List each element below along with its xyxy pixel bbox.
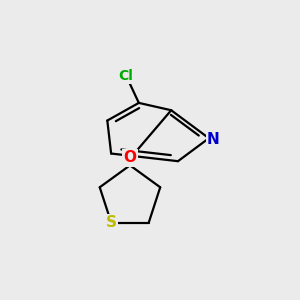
Text: O: O (124, 150, 136, 165)
Text: Cl: Cl (118, 69, 133, 83)
Text: S: S (106, 215, 117, 230)
Text: N: N (207, 132, 220, 147)
